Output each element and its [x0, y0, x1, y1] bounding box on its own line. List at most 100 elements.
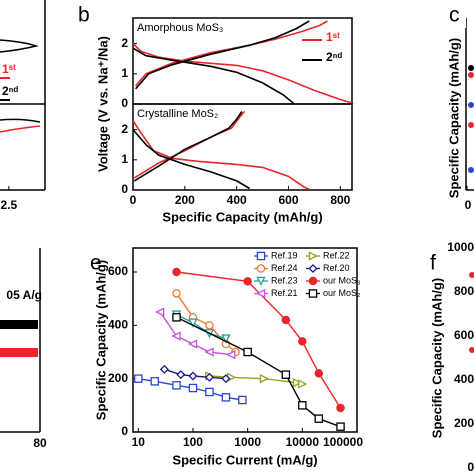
marker	[205, 321, 214, 330]
marker	[172, 313, 181, 322]
y-tick-label: 1	[121, 152, 128, 166]
marker	[308, 251, 319, 261]
marker	[298, 401, 307, 410]
marker	[172, 289, 181, 298]
marker	[159, 364, 169, 374]
marker	[255, 288, 266, 299]
x-tick-label: 1000	[234, 435, 261, 449]
point	[468, 102, 474, 108]
marker	[221, 393, 231, 402]
y-axis-label: Specific Capacity (mAh/g)	[429, 278, 444, 438]
point-band	[0, 348, 38, 357]
point	[468, 122, 474, 128]
marker	[256, 264, 266, 273]
marker	[336, 422, 345, 431]
marker	[188, 371, 198, 381]
legend-label: 2ⁿᵈ	[2, 84, 18, 98]
y-tick-label: 400	[108, 318, 128, 332]
marker	[308, 276, 318, 286]
y-tick-label: 400	[454, 372, 474, 386]
marker	[172, 267, 181, 277]
panel-label: e	[90, 252, 102, 275]
plot-frame	[132, 103, 353, 191]
y-tick-label: 0	[467, 460, 474, 474]
series-line	[176, 314, 227, 340]
subplot-title: Crystalline MoS₂	[137, 108, 218, 120]
marker	[298, 337, 307, 346]
y-tick-label: 2	[121, 122, 128, 136]
x-tick-label: 10	[132, 435, 146, 449]
y-tick-label: 600	[108, 264, 128, 278]
curve	[0, 125, 41, 133]
point	[469, 272, 474, 278]
x-tick-label: 2.5	[1, 198, 18, 212]
y-tick-label: 800	[454, 284, 474, 298]
curve	[132, 20, 310, 105]
marker	[221, 374, 231, 384]
marker	[281, 370, 291, 379]
marker	[171, 331, 181, 341]
panel-label: c	[449, 4, 460, 27]
curve	[0, 118, 41, 123]
panel-d-fragment	[0, 248, 41, 433]
marker	[188, 383, 198, 393]
marker	[226, 350, 236, 360]
legend-label: 1ˢᵗ	[2, 62, 16, 76]
x-tick-label: 80	[33, 436, 47, 450]
legend-label: Ref.19	[271, 250, 298, 260]
panel-label: f	[430, 252, 436, 275]
marker	[155, 307, 165, 317]
curve	[0, 39, 39, 53]
y-tick-label: 2	[121, 36, 128, 50]
y-tick-label: 0	[121, 424, 128, 438]
x-tick-label: 200	[175, 193, 195, 207]
marker	[134, 374, 143, 383]
y-tick-label: 1000	[447, 240, 474, 254]
x-tick-label: 800	[330, 193, 350, 207]
y-tick-label: 600	[454, 328, 474, 342]
legend-label: our MoS₂	[323, 288, 361, 298]
legend-label: 1ˢᵗ	[326, 30, 340, 44]
y-axis-label: Specific Capacity (mAh/g)	[93, 260, 108, 420]
marker	[259, 374, 270, 384]
marker	[243, 347, 252, 357]
point	[469, 347, 474, 353]
marker	[176, 370, 186, 380]
marker	[204, 372, 214, 382]
marker	[298, 379, 308, 389]
marker	[308, 263, 318, 274]
legend-label: Ref.23	[271, 275, 298, 285]
marker	[187, 339, 198, 349]
series-line	[176, 271, 342, 409]
panel-f-fragment	[469, 272, 474, 353]
label-bg	[446, 4, 466, 28]
marker	[256, 251, 266, 261]
x-axis-label: Specific Current (mA/g)	[172, 452, 317, 467]
marker	[308, 289, 318, 298]
plot-frame	[132, 247, 358, 433]
x-tick-label: 400	[227, 193, 247, 207]
marker	[256, 276, 266, 287]
marker	[281, 315, 291, 325]
y-tick-label: 200	[108, 371, 128, 385]
marker	[292, 378, 303, 388]
marker	[150, 377, 160, 386]
annotation: 05 A/g	[6, 288, 42, 302]
y-axis-label: Specific Capacity (mAh/g)	[446, 38, 461, 198]
marker	[172, 381, 181, 390]
subplot-title: Amorphous MoS₃	[137, 22, 223, 34]
marker	[336, 403, 345, 413]
y-tick-label: 0	[121, 96, 128, 110]
panel-a-fragment	[0, 0, 46, 191]
x-tick-label: 0	[130, 193, 137, 207]
marker	[204, 347, 214, 357]
panel-c-fragment	[465, 18, 474, 191]
y-tick-label: 0	[121, 182, 128, 196]
x-tick-label: 100	[183, 435, 203, 449]
marker	[314, 369, 324, 378]
y-tick-label: 200	[454, 416, 474, 430]
legend-label: Ref.21	[271, 288, 298, 298]
x-tick-label: 0	[465, 198, 472, 212]
legend-label: 2ⁿᵈ	[326, 50, 342, 64]
